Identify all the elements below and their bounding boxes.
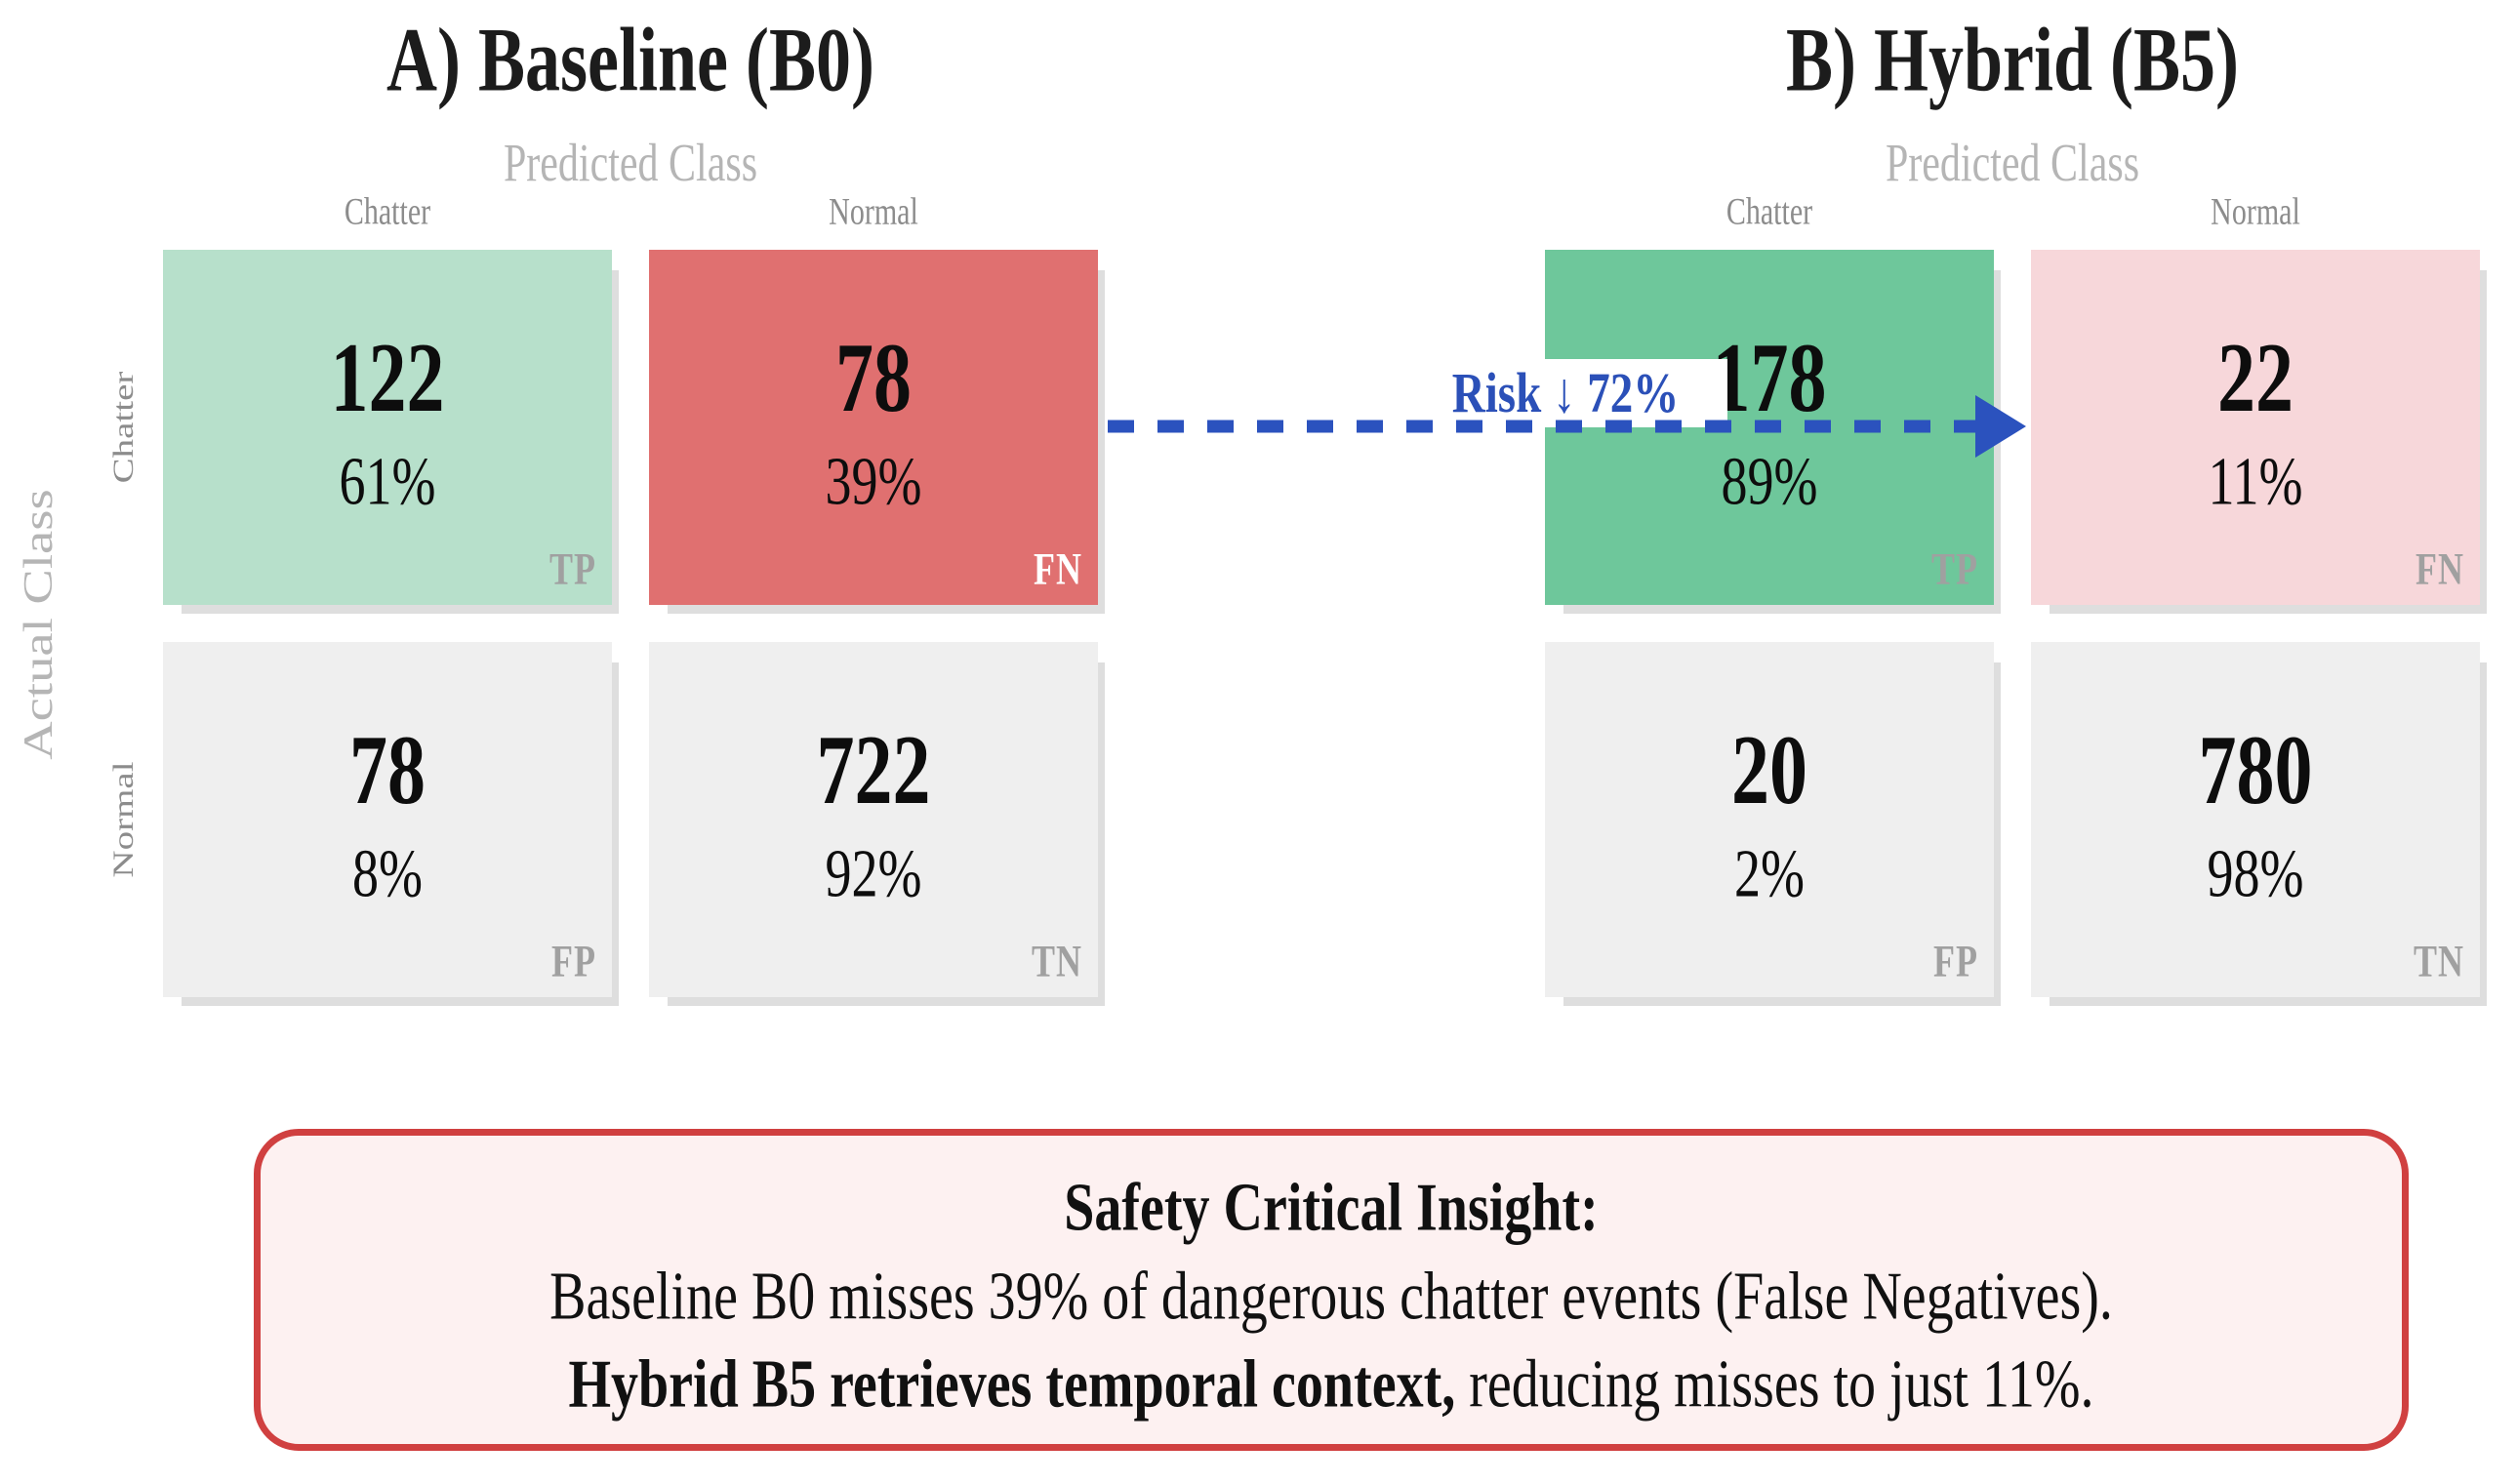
cell-hybrid-fn: 22 11% FN bbox=[2031, 250, 2480, 605]
predicted-class-axis-label: Predicted Class bbox=[503, 135, 758, 193]
cell-percent: 92% bbox=[825, 834, 922, 911]
cell-count: 78 bbox=[835, 321, 912, 432]
cell-baseline-fn: 78 39% FN bbox=[649, 250, 1098, 605]
cell-percent: 11% bbox=[2208, 442, 2303, 519]
cell-count: 722 bbox=[816, 713, 931, 824]
cell-tag: FP bbox=[1933, 935, 1978, 986]
insight-heading: Safety Critical Insight: bbox=[1064, 1170, 1599, 1246]
cell-count: 122 bbox=[330, 321, 445, 432]
cell-tag: TP bbox=[548, 542, 596, 594]
cell-percent: 89% bbox=[1721, 442, 1818, 519]
cell-baseline-tn: 722 92% TN bbox=[649, 642, 1098, 997]
col-label-normal: Normal bbox=[829, 190, 918, 233]
cell-tag: TN bbox=[2413, 935, 2464, 986]
cell-count: 78 bbox=[349, 713, 426, 824]
cell-count: 22 bbox=[2217, 321, 2294, 432]
risk-reduction-label: Risk ↓ 72% bbox=[1403, 359, 1727, 427]
cell-baseline-tp: 122 61% TP bbox=[163, 250, 612, 605]
insight-line-hybrid-bold: Hybrid B5 retrieves temporal context, bbox=[568, 1346, 1456, 1423]
cell-hybrid-tn: 780 98% TN bbox=[2031, 642, 2480, 997]
cell-percent: 8% bbox=[352, 834, 423, 911]
cell-tag: FN bbox=[2416, 542, 2464, 594]
cell-tag: FP bbox=[551, 935, 596, 986]
cell-percent: 2% bbox=[1734, 834, 1805, 911]
col-label-chatter: Chatter bbox=[1725, 190, 1813, 233]
insight-line-baseline: Baseline B0 misses 39% of dangerous chat… bbox=[549, 1259, 2113, 1335]
cell-hybrid-fp: 20 2% FP bbox=[1545, 642, 1994, 997]
insight-line-hybrid-rest: reducing misses to just 11%. bbox=[1455, 1346, 2094, 1423]
predicted-class-axis-label: Predicted Class bbox=[1885, 135, 2140, 193]
panel-baseline-title: A) Baseline (B0) bbox=[386, 9, 874, 111]
cell-tag: FN bbox=[1034, 542, 1082, 594]
col-label-chatter: Chatter bbox=[344, 190, 431, 233]
safety-insight-box: Safety Critical Insight: Baseline B0 mis… bbox=[254, 1129, 2409, 1451]
col-label-normal: Normal bbox=[2211, 190, 2300, 233]
panel-hybrid-title: B) Hybrid (B5) bbox=[1785, 9, 2240, 111]
cell-baseline-fp: 78 8% FP bbox=[163, 642, 612, 997]
insight-line-hybrid: Hybrid B5 retrieves temporal context, re… bbox=[568, 1345, 2093, 1424]
risk-reduction-text: Risk ↓ 72% bbox=[1451, 361, 1680, 425]
cell-count: 178 bbox=[1712, 321, 1827, 432]
cell-count: 20 bbox=[1731, 713, 1807, 824]
cell-tag: TN bbox=[1031, 935, 1082, 986]
cell-percent: 39% bbox=[825, 442, 922, 519]
cell-percent: 98% bbox=[2207, 834, 2304, 911]
cell-percent: 61% bbox=[339, 442, 436, 519]
panel-baseline: A) Baseline (B0) Predicted Class Chatter… bbox=[163, 0, 1098, 1073]
cell-count: 780 bbox=[2198, 713, 2313, 824]
cell-tag: TP bbox=[1930, 542, 1978, 594]
